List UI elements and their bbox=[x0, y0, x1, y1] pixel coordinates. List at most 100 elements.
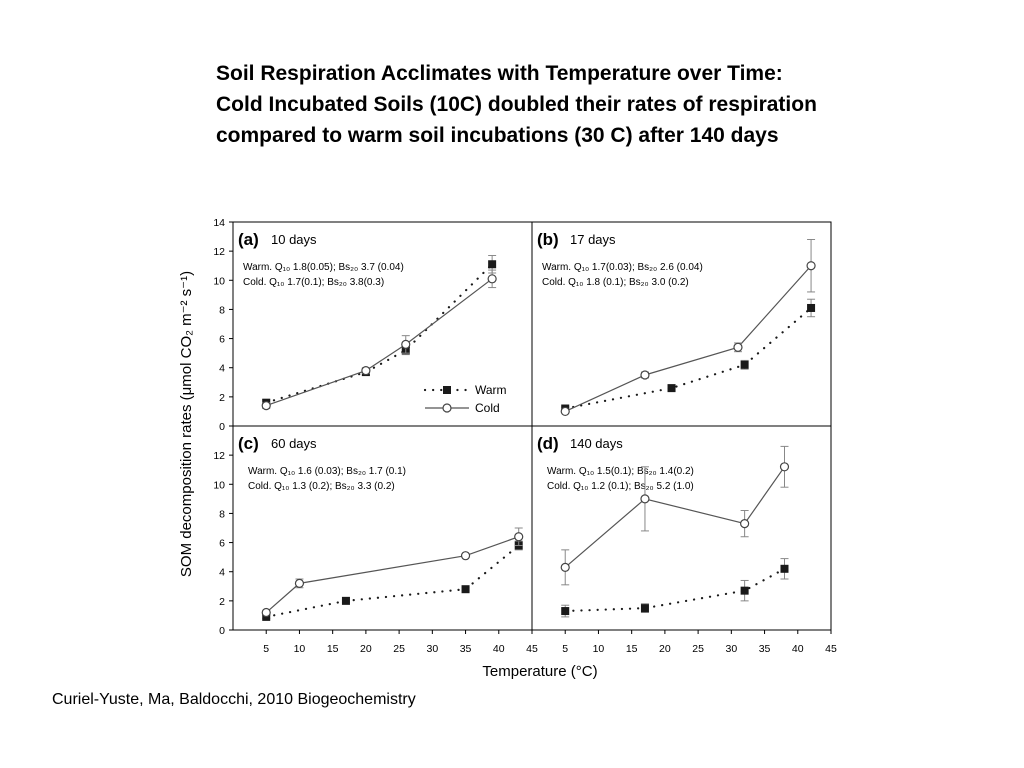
data-point-warm bbox=[740, 586, 749, 595]
y-tick-label: 14 bbox=[213, 217, 225, 229]
data-point-cold bbox=[487, 274, 497, 284]
x-tick-label: 35 bbox=[759, 643, 771, 655]
panel-title: 60 days bbox=[271, 436, 317, 451]
series-line-warm bbox=[564, 306, 813, 410]
data-point-cold bbox=[640, 370, 650, 380]
panel-4: 5 10 15 20 25 30 35 40 45 (d) 140 days Warm. Q₁₀ 1.… bbox=[531, 425, 837, 655]
panel-stat-line: Warm. Q₁₀ 1.8(0.05); Bs₂₀ 3.7 (0.04) bbox=[243, 262, 404, 273]
panel-3: 0 2 4 6 8 10 12 5 10 15 20 25 30 35 40 45 (c) 60 days Warm… bbox=[213, 425, 538, 655]
x-tick-label: 25 bbox=[692, 643, 704, 655]
series-line-warm bbox=[564, 567, 786, 613]
x-tick-label: 15 bbox=[327, 643, 339, 655]
data-point-warm bbox=[561, 607, 570, 616]
data-point-cold bbox=[261, 401, 271, 411]
y-tick-label: 8 bbox=[219, 304, 225, 316]
y-tick-label: 4 bbox=[219, 567, 225, 579]
x-tick-label: 20 bbox=[659, 643, 671, 655]
legend: Warm Cold bbox=[423, 383, 507, 415]
series-line-cold bbox=[564, 466, 785, 568]
data-point-cold bbox=[806, 261, 816, 271]
series-line-cold bbox=[564, 265, 812, 412]
panel-stat-line: Warm. Q₁₀ 1.6 (0.03); Bs₂₀ 1.7 (0.1) bbox=[248, 466, 406, 477]
data-point-cold bbox=[740, 519, 750, 529]
x-tick-label: 45 bbox=[825, 643, 837, 655]
data-point-warm bbox=[341, 596, 350, 605]
slide-title-line-1: Soil Respiration Acclimates with Tempera… bbox=[216, 62, 783, 85]
x-tick-label: 10 bbox=[593, 643, 605, 655]
y-axis-title: SOM decomposition rates (μmol CO₂ m⁻² s⁻… bbox=[178, 271, 195, 577]
y-tick-label: 8 bbox=[219, 508, 225, 520]
data-point-warm bbox=[667, 384, 676, 393]
x-tick-label: 20 bbox=[360, 643, 372, 655]
panel-title: 140 days bbox=[570, 436, 623, 451]
x-tick-label: 45 bbox=[526, 643, 538, 655]
x-tick-label: 40 bbox=[493, 643, 505, 655]
panel-stat-line: Cold. Q₁₀ 1.8 (0.1); Bs₂₀ 3.0 (0.2) bbox=[542, 277, 689, 288]
y-tick-label: 10 bbox=[213, 275, 225, 287]
data-point-cold bbox=[779, 462, 790, 472]
y-tick-label: 2 bbox=[219, 596, 225, 608]
panel-frame bbox=[531, 221, 832, 427]
data-point-warm bbox=[640, 604, 649, 613]
y-tick-label: 12 bbox=[213, 450, 225, 462]
panels-layer: 0 2 4 6 8 10 12 14 (a) 10 days Warm. Q₁₀ 1.8(0.05)… bbox=[213, 217, 837, 655]
y-tick-label: 6 bbox=[219, 538, 225, 550]
panel-tag: (c) bbox=[238, 434, 259, 453]
x-tick-label: 10 bbox=[294, 643, 306, 655]
panel-title: 17 days bbox=[570, 232, 616, 247]
data-point-cold bbox=[261, 607, 271, 618]
y-tick-label: 10 bbox=[213, 479, 225, 491]
data-point-cold bbox=[294, 578, 305, 588]
y-tick-label: 12 bbox=[213, 246, 225, 258]
data-point-cold bbox=[460, 551, 471, 561]
series-line-cold bbox=[266, 278, 493, 407]
panel-tag: (b) bbox=[537, 230, 559, 249]
data-point-cold bbox=[514, 532, 524, 542]
data-point-cold bbox=[401, 339, 411, 349]
slide-title: Soil Respiration Acclimates with Tempera… bbox=[216, 58, 936, 151]
x-tick-label: 30 bbox=[725, 643, 737, 655]
panel-frame bbox=[531, 425, 832, 631]
x-tick-label: 15 bbox=[626, 643, 638, 655]
data-point-cold bbox=[560, 406, 570, 417]
x-tick-label: 40 bbox=[792, 643, 804, 655]
panel-stat-line: Cold. Q₁₀ 1.3 (0.2); Bs₂₀ 3.3 (0.2) bbox=[248, 481, 395, 492]
slide-title-line-3: compared to warm soil incubations (30 C)… bbox=[216, 124, 779, 147]
legend-cold-marker bbox=[442, 403, 452, 413]
series-line-warm bbox=[265, 544, 520, 618]
x-tick-label: 5 bbox=[263, 643, 269, 655]
panel-stat-line: Cold. Q₁₀ 1.2 (0.1); Bs₂₀ 5.2 (1.0) bbox=[547, 481, 694, 492]
y-tick-label: 4 bbox=[219, 363, 225, 375]
data-point-warm bbox=[461, 585, 470, 594]
series-line-cold bbox=[265, 536, 519, 613]
y-tick-label: 0 bbox=[219, 625, 225, 637]
x-tick-label: 5 bbox=[562, 643, 568, 655]
y-tick-label: 6 bbox=[219, 334, 225, 346]
legend-warm-label: Warm bbox=[475, 383, 507, 397]
panel-stat-line: Cold. Q₁₀ 1.7(0.1); Bs₂₀ 3.8(0.3) bbox=[243, 277, 384, 288]
data-point-warm bbox=[740, 360, 749, 369]
x-tick-label: 25 bbox=[393, 643, 405, 655]
x-tick-label: 30 bbox=[426, 643, 438, 655]
series-line-warm bbox=[265, 263, 494, 404]
panel-tag: (a) bbox=[238, 230, 259, 249]
data-point-cold bbox=[560, 562, 570, 572]
panel-2: (b) 17 days Warm. Q₁₀ 1.7(0.03); Bs₂₀ 2.6 … bbox=[531, 221, 832, 427]
panel-1: 0 2 4 6 8 10 12 14 (a) 10 days Warm. Q₁₀ 1.8(0.05)… bbox=[213, 217, 533, 433]
data-point-warm bbox=[807, 303, 816, 312]
panel-frame bbox=[232, 425, 533, 631]
legend-warm-marker bbox=[443, 386, 451, 394]
data-point-warm bbox=[488, 260, 497, 269]
x-tick-label: 35 bbox=[460, 643, 472, 655]
data-point-warm bbox=[780, 564, 789, 573]
data-point-cold bbox=[361, 366, 371, 376]
slide-title-line-2: Cold Incubated Soils (10C) doubled their… bbox=[216, 93, 817, 116]
data-point-cold bbox=[640, 494, 650, 504]
y-tick-label: 0 bbox=[219, 421, 225, 433]
citation: Curiel-Yuste, Ma, Baldocchi, 2010 Biogeo… bbox=[52, 691, 416, 708]
panel-stat-line: Warm. Q₁₀ 1.7(0.03); Bs₂₀ 2.6 (0.04) bbox=[542, 262, 703, 273]
data-point-cold bbox=[733, 342, 743, 352]
legend-cold-label: Cold bbox=[475, 401, 500, 415]
panel-title: 10 days bbox=[271, 232, 317, 247]
